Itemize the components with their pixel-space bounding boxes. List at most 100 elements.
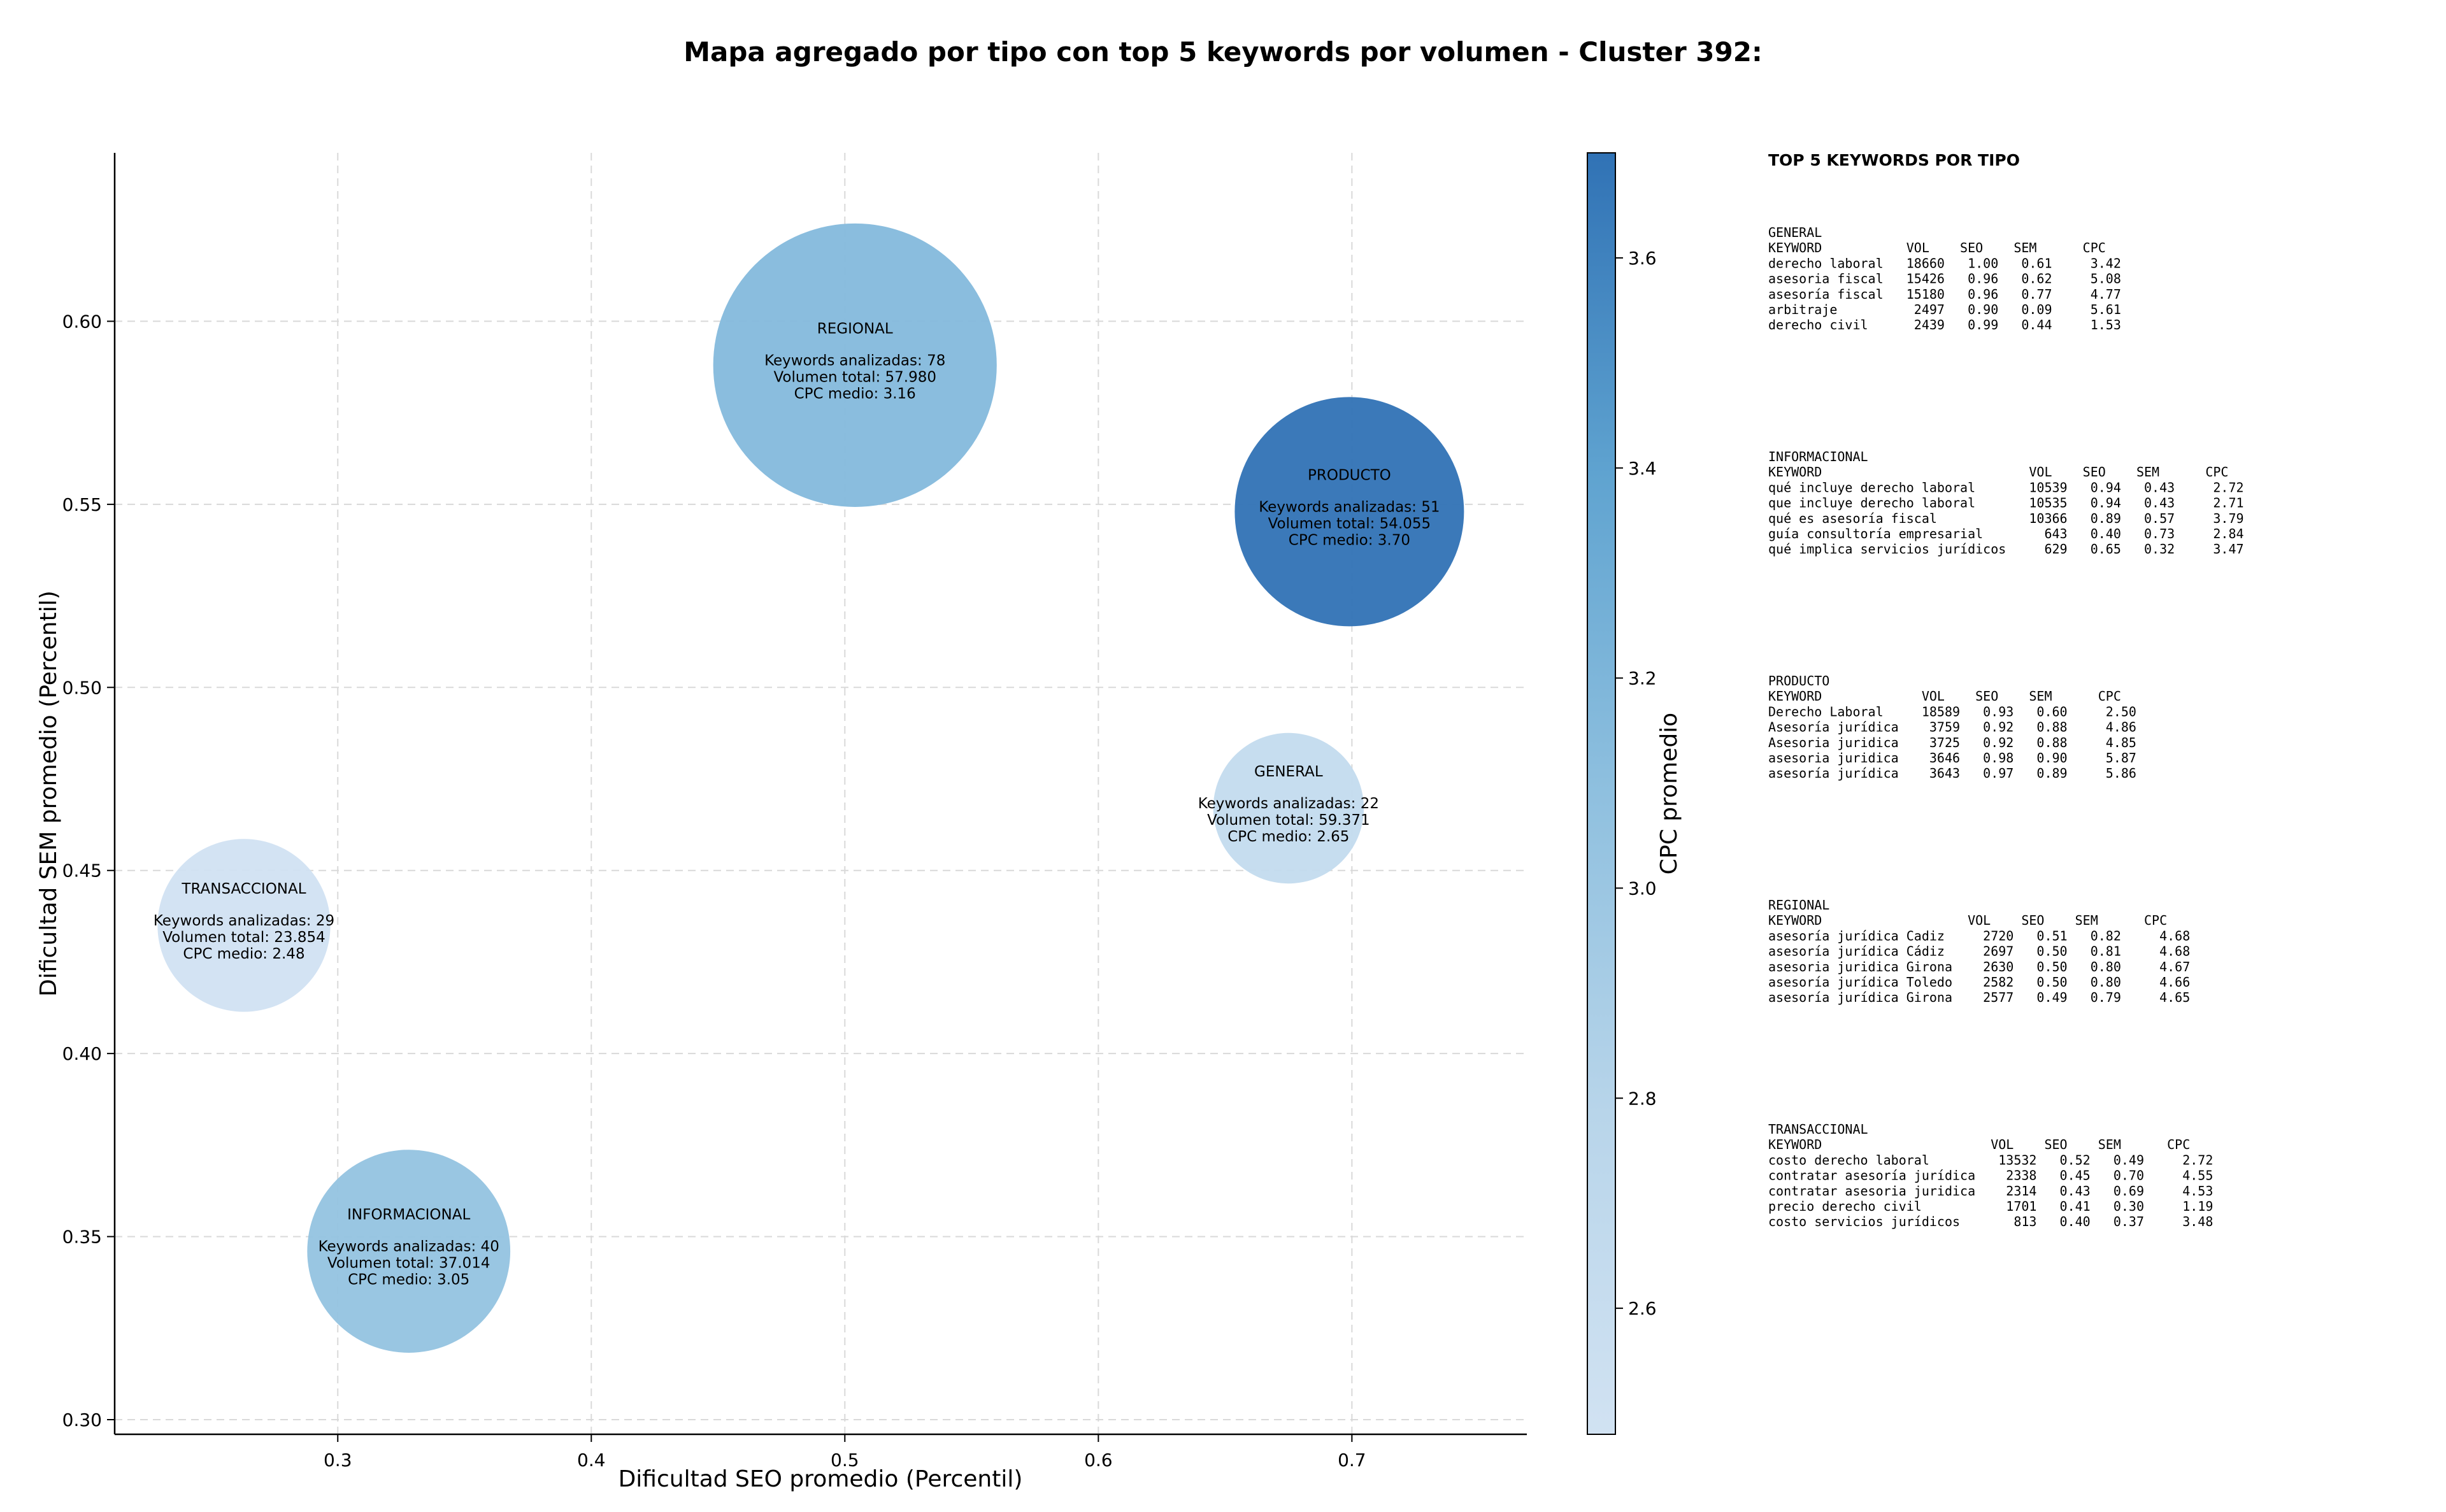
- y-tick-label: 0.45: [62, 860, 102, 881]
- bubble-cpc: CPC medio: 3.05: [348, 1272, 469, 1288]
- colorbar-tick-label: 3.0: [1628, 878, 1657, 899]
- table-row: asesoría jurídica 3643 0.97 0.89 5.86: [1768, 766, 2136, 781]
- bubble-volume: Volumen total: 54.055: [1268, 515, 1431, 532]
- bubble-keywords: Keywords analizadas: 22: [1198, 795, 1379, 812]
- table-header: KEYWORD VOL SEO SEM CPC: [1768, 464, 2228, 480]
- bubble-keywords: Keywords analizadas: 51: [1259, 499, 1440, 515]
- table-row: asesoría jurídica Girona 2577 0.49 0.79 …: [1768, 990, 2190, 1005]
- table-row: derecho laboral 18660 1.00 0.61 3.42: [1768, 255, 2121, 271]
- x-tick-label: 0.7: [1338, 1450, 1366, 1471]
- x-tick-label: 0.5: [831, 1450, 859, 1471]
- y-tick-label: 0.55: [62, 494, 102, 515]
- table-row: arbitraje 2497 0.90 0.09 5.61: [1768, 302, 2121, 317]
- table-row: que incluye derecho laboral 10535 0.94 0…: [1768, 496, 2244, 511]
- x-axis-label: Dificultad SEO promedio (Percentil): [619, 1466, 1023, 1492]
- table-row: precio derecho civil 1701 0.41 0.30 1.19: [1768, 1199, 2213, 1214]
- x-axis-ticks: 0.3 0.4 0.5 0.6 0.7: [324, 1434, 1366, 1471]
- table-row: Asesoría jurídica 3759 0.92 0.88 4.86: [1768, 720, 2136, 735]
- colorbar: [1587, 152, 1616, 1435]
- table-row: Derecho Laboral 18589 0.93 0.60 2.50: [1768, 704, 2136, 719]
- bubble-cpc: CPC medio: 2.48: [183, 946, 304, 962]
- bubble-volume: Volumen total: 23.854: [162, 929, 325, 946]
- table-title: REGIONAL: [1768, 897, 1829, 913]
- colorbar-tick-label: 3.4: [1628, 458, 1657, 479]
- table-title: GENERAL: [1768, 225, 1822, 240]
- bubble-label: GENERAL: [1254, 764, 1323, 780]
- bubble-circle: [713, 223, 997, 507]
- bubble-label: PRODUCTO: [1308, 467, 1391, 483]
- y-tick-label: 0.60: [62, 311, 102, 332]
- bubble-keywords: Keywords analizadas: 40: [318, 1239, 499, 1255]
- table-row: contratar asesoría jurídica 2338 0.45 0.…: [1768, 1168, 2213, 1183]
- bubble-circle: [307, 1150, 511, 1353]
- bubble-label: TRANSACCIONAL: [181, 881, 306, 897]
- bubble-circle: [157, 839, 331, 1012]
- table-row: derecho civil 2439 0.99 0.44 1.53: [1768, 317, 2121, 332]
- bubble-circle: [1234, 397, 1464, 627]
- table-row: qué incluye derecho laboral 10539 0.94 0…: [1768, 480, 2244, 495]
- table-header: KEYWORD VOL SEO SEM CPC: [1768, 913, 2167, 928]
- y-tick-label: 0.35: [62, 1227, 102, 1248]
- table-header: KEYWORD VOL SEO SEM CPC: [1768, 688, 2121, 704]
- table-row: asesoría jurídica Cádiz 2697 0.50 0.81 4…: [1768, 944, 2190, 959]
- colorbar-tick-label: 2.8: [1628, 1088, 1657, 1109]
- bubble-volume: Volumen total: 57.980: [773, 369, 936, 385]
- chart-title: Mapa agregado por tipo con top 5 keyword…: [683, 36, 1763, 68]
- table-row: Asesoria juridica 3725 0.92 0.88 4.85: [1768, 735, 2136, 750]
- colorbar-tick-label: 2.6: [1628, 1298, 1657, 1319]
- x-tick-label: 0.4: [577, 1450, 606, 1471]
- bubble-cpc: CPC medio: 3.16: [794, 385, 916, 402]
- table-row: asesoría jurídica Toledo 2582 0.50 0.80 …: [1768, 974, 2190, 990]
- table-header: KEYWORD VOL SEO SEM CPC: [1768, 240, 2106, 255]
- table-row: costo servicios jurídicos 813 0.40 0.37 …: [1768, 1214, 2213, 1229]
- colorbar-ticks: 2.6 2.8 3.0 3.2 3.4 3.6: [1615, 248, 1657, 1319]
- table-title: TRANSACCIONAL: [1768, 1122, 1868, 1137]
- bubble-transaccional: TRANSACCIONAL Keywords analizadas: 29Volu…: [154, 839, 334, 1012]
- x-tick-label: 0.3: [324, 1450, 352, 1471]
- table-header: KEYWORD VOL SEO SEM CPC: [1768, 1137, 2190, 1152]
- table-row: asesoria juridica 3646 0.98 0.90 5.87: [1768, 750, 2136, 766]
- table-title: PRODUCTO: [1768, 673, 1829, 688]
- table-row: qué implica servicios jurídicos 629 0.65…: [1768, 541, 2244, 557]
- colorbar-tick-label: 3.6: [1628, 248, 1657, 269]
- bubble-keywords: Keywords analizadas: 29: [154, 913, 334, 929]
- table-row: asesoría jurídica Cadiz 2720 0.51 0.82 4…: [1768, 928, 2190, 943]
- table-row: asesoria fiscal 15426 0.96 0.62 5.08: [1768, 271, 2121, 287]
- y-tick-label: 0.50: [62, 677, 102, 698]
- y-axis-ticks: 0.30 0.35 0.40 0.45 0.50 0.55 0.60: [62, 311, 115, 1430]
- bubble-informacional: INFORMACIONAL Keywords analizadas: 40Volu…: [307, 1150, 511, 1353]
- bubble-volume: Volumen total: 37.014: [327, 1255, 490, 1272]
- bubble-volume: Volumen total: 59.371: [1207, 812, 1370, 829]
- colorbar-tick-label: 3.2: [1628, 668, 1657, 689]
- table-row: costo derecho laboral 13532 0.52 0.49 2.…: [1768, 1152, 2213, 1167]
- bubble-label: INFORMACIONAL: [347, 1207, 470, 1223]
- table-row: contratar asesoria juridica 2314 0.43 0.…: [1768, 1183, 2213, 1199]
- y-tick-label: 0.30: [62, 1409, 102, 1430]
- y-tick-label: 0.40: [62, 1043, 102, 1064]
- bubble-circle: [1213, 732, 1364, 884]
- table-row: asesoria juridica Girona 2630 0.50 0.80 …: [1768, 959, 2190, 974]
- side-panel-heading: TOP 5 KEYWORDS POR TIPO: [1768, 151, 2020, 169]
- x-tick-label: 0.6: [1084, 1450, 1113, 1471]
- colorbar-label: CPC promedio: [1656, 713, 1682, 874]
- bubble-keywords: Keywords analizadas: 78: [764, 352, 945, 369]
- table-row: qué es asesoría fiscal 10366 0.89 0.57 3…: [1768, 511, 2244, 526]
- y-axis-label: Dificultad SEM promedio (Percentil): [36, 590, 62, 997]
- bubble-label: REGIONAL: [817, 320, 893, 337]
- bubble-cpc: CPC medio: 3.70: [1289, 532, 1410, 548]
- table-row: asesoría fiscal 15180 0.96 0.77 4.77: [1768, 287, 2121, 302]
- bubble-cpc: CPC medio: 2.65: [1227, 829, 1349, 845]
- table-title: INFORMACIONAL: [1768, 449, 1868, 464]
- table-row: guía consultoría empresarial 643 0.40 0.…: [1768, 526, 2244, 541]
